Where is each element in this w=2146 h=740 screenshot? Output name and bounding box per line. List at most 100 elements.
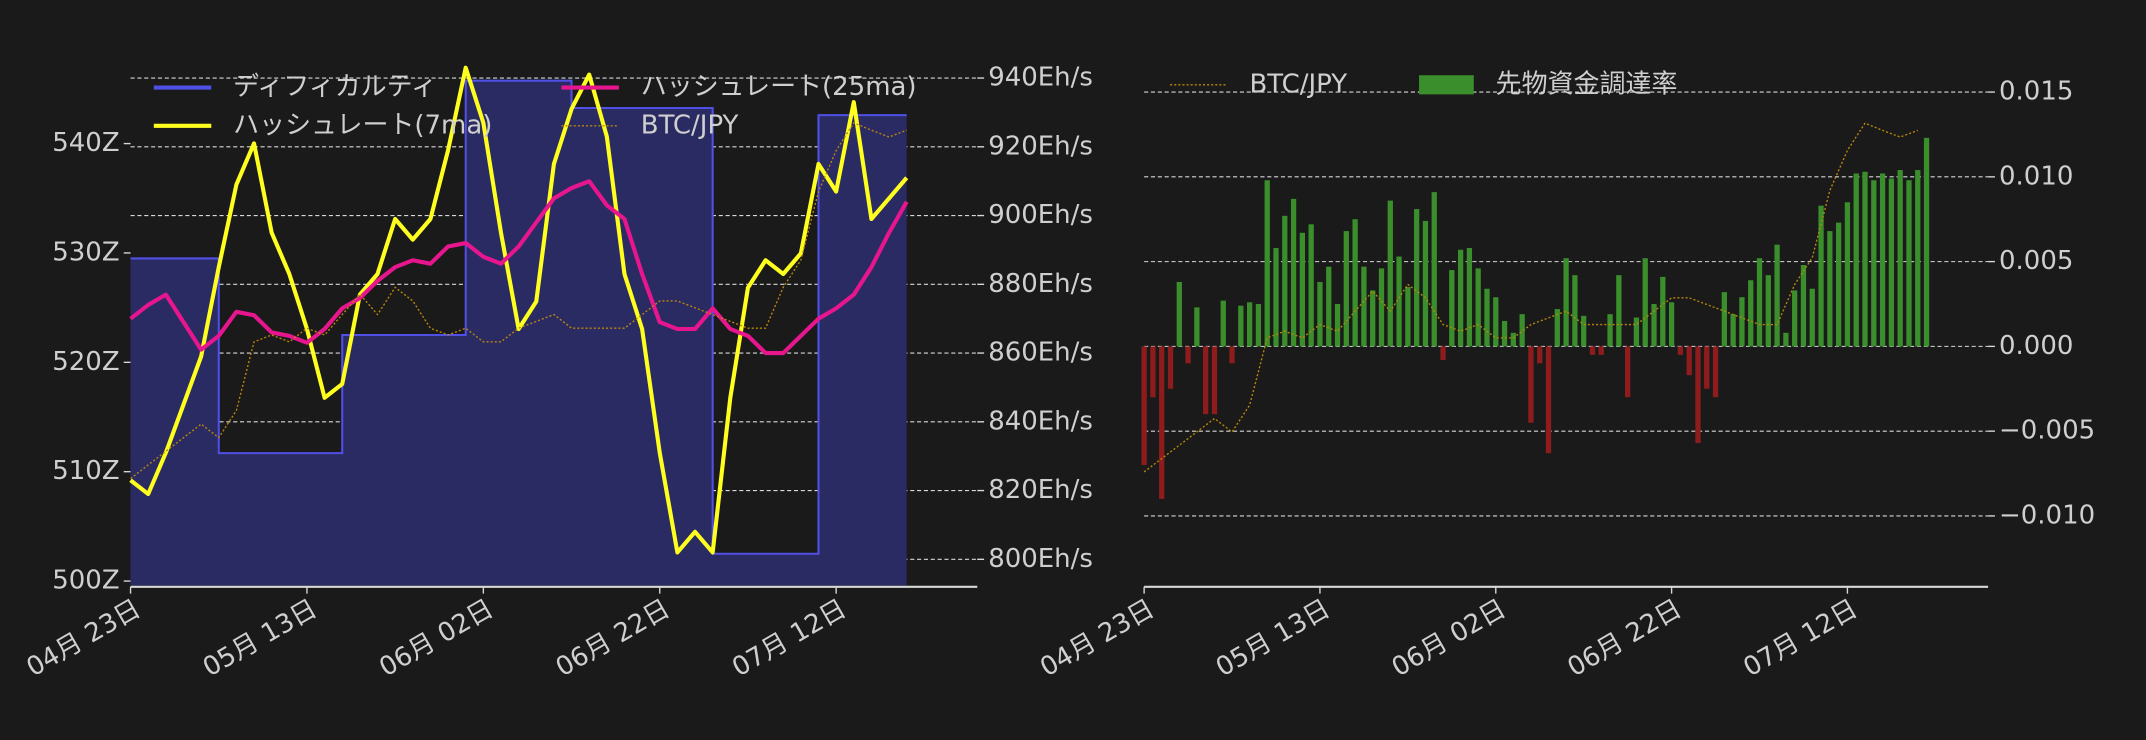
bar [1290, 198, 1297, 347]
bar [1334, 303, 1341, 347]
bar [1220, 300, 1226, 347]
bar [1159, 346, 1165, 499]
bar [1572, 275, 1578, 347]
bar [1475, 268, 1481, 347]
bar [1818, 205, 1824, 347]
legend-label: BTC/JPY [641, 110, 739, 140]
bar [1721, 292, 1727, 347]
bar [1440, 346, 1446, 360]
bar [1211, 346, 1218, 415]
bar [1528, 346, 1534, 423]
bar [1308, 224, 1314, 347]
legend-label: BTC/JPY [1249, 69, 1347, 99]
bar [1748, 280, 1754, 347]
bar [1414, 209, 1420, 347]
bar [1545, 346, 1552, 454]
legend-label: 先物資金調達率 [1496, 69, 1678, 99]
y-tick-label: 520Z [52, 347, 119, 377]
bar [1282, 215, 1288, 347]
bar [1343, 231, 1349, 347]
bar [1792, 290, 1798, 347]
bar [1897, 170, 1903, 347]
x-tick-label: 06月 02日 [374, 594, 498, 683]
y2-tick-label: 920Eh/s [988, 131, 1093, 161]
bar [1835, 222, 1842, 347]
y2-tick-label: 900Eh/s [988, 200, 1093, 230]
bar [1431, 192, 1437, 347]
bar [1317, 281, 1323, 347]
bar [1422, 220, 1429, 347]
bar [1466, 248, 1473, 347]
bar [1607, 314, 1613, 347]
bar [1378, 268, 1385, 347]
line [1143, 122, 1918, 473]
bar [1203, 346, 1209, 415]
bar [1862, 171, 1868, 347]
legend-label: ハッシュレート(7ma) [233, 110, 492, 140]
bar [1695, 346, 1701, 444]
legend-label: ディフィカルティ [233, 72, 437, 102]
bar [1616, 275, 1622, 347]
legend-label: ハッシュレート(25ma) [641, 72, 917, 102]
line [129, 179, 909, 356]
bar [1510, 332, 1516, 347]
bar [1625, 346, 1631, 398]
bar [1457, 249, 1464, 347]
x-tick-label: 05月 13日 [198, 594, 322, 683]
bar [1141, 346, 1147, 466]
bar [1633, 317, 1640, 347]
y-tick-label: 510Z [52, 456, 119, 486]
bar [1229, 346, 1235, 364]
bar [1730, 314, 1736, 347]
legend-swatch [1419, 75, 1474, 95]
bar [1150, 346, 1156, 398]
y2-tick-label: 840Eh/s [988, 406, 1093, 436]
x-tick-label: 07月 12日 [1739, 594, 1863, 683]
bar [1783, 332, 1789, 347]
y2-tick-label: 0.005 [1999, 246, 2073, 276]
bar [1923, 137, 1930, 347]
y2-tick-label: 860Eh/s [988, 338, 1093, 368]
x-tick-label: 07月 12日 [727, 594, 851, 683]
line [129, 65, 909, 555]
x-tick-label: 05月 13日 [1211, 594, 1335, 683]
y2-tick-label: 0.000 [1999, 331, 2073, 361]
bar [1370, 290, 1376, 347]
y2-tick-label: 820Eh/s [988, 475, 1093, 505]
bar [1238, 305, 1244, 347]
bar [1774, 244, 1780, 347]
bar [1299, 232, 1306, 347]
bar [1246, 302, 1253, 347]
bar [1598, 346, 1604, 355]
bar [1642, 258, 1648, 347]
bar [1167, 346, 1174, 389]
x-tick-label: 06月 02日 [1387, 594, 1511, 683]
y2-tick-label: 0.010 [1999, 161, 2073, 191]
bar [1844, 202, 1851, 347]
bar [1879, 173, 1886, 347]
bar [1712, 346, 1719, 398]
y2-tick-label: −0.005 [1999, 416, 2095, 446]
y2-tick-label: 940Eh/s [988, 63, 1093, 93]
step-line [130, 79, 907, 555]
y2-tick-label: −0.010 [1999, 500, 2095, 530]
bar [1185, 346, 1191, 364]
y-tick-label: 540Z [52, 128, 119, 158]
bar [1449, 270, 1455, 347]
bar [1361, 266, 1367, 347]
bar [1554, 309, 1560, 347]
bar [1915, 170, 1921, 347]
bar [1651, 303, 1657, 347]
bar [1800, 265, 1807, 347]
bar [1581, 315, 1587, 347]
bar [1405, 287, 1411, 347]
bar [1387, 200, 1393, 347]
bar [1396, 256, 1402, 347]
bar [1194, 307, 1200, 347]
y-tick-label: 500Z [52, 566, 119, 596]
bar [1176, 281, 1182, 347]
bar [1563, 258, 1569, 347]
x-tick-label: 04月 23日 [22, 594, 146, 683]
